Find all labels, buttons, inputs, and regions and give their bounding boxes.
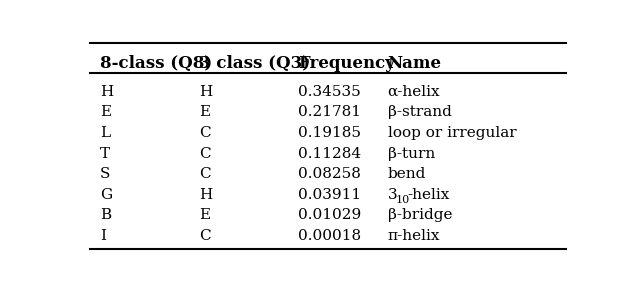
Text: Name: Name [388,55,442,72]
Text: 0.19185: 0.19185 [298,126,361,140]
Text: G: G [100,188,112,202]
Text: C: C [199,167,211,181]
Text: α-helix: α-helix [388,85,440,99]
Text: H: H [199,85,212,99]
Text: E: E [199,208,210,222]
Text: 3: 3 [388,188,397,202]
Text: C: C [199,229,211,243]
Text: loop or irregular: loop or irregular [388,126,516,140]
Text: -helix: -helix [408,188,450,202]
Text: H: H [199,188,212,202]
Text: H: H [100,85,113,99]
Text: E: E [100,105,111,119]
Text: E: E [199,105,210,119]
Text: β-bridge: β-bridge [388,208,452,222]
Text: I: I [100,229,106,243]
Text: 10: 10 [396,195,410,205]
Text: β-strand: β-strand [388,105,451,119]
Text: β-turn: β-turn [388,147,435,160]
Text: T: T [100,147,110,160]
Text: S: S [100,167,110,181]
Text: 3 class (Q3): 3 class (Q3) [199,55,310,72]
Text: Frequency: Frequency [298,55,395,72]
Text: 0.34535: 0.34535 [298,85,361,99]
Text: π-helix: π-helix [388,229,440,243]
Text: 0.03911: 0.03911 [298,188,362,202]
Text: 0.21781: 0.21781 [298,105,361,119]
Text: 0.08258: 0.08258 [298,167,361,181]
Text: C: C [199,147,211,160]
Text: 8-class (Q8): 8-class (Q8) [100,55,212,72]
Text: 0.11284: 0.11284 [298,147,362,160]
Text: 0.00018: 0.00018 [298,229,362,243]
Text: 0.01029: 0.01029 [298,208,362,222]
Text: bend: bend [388,167,426,181]
Text: L: L [100,126,110,140]
Text: B: B [100,208,111,222]
Text: C: C [199,126,211,140]
